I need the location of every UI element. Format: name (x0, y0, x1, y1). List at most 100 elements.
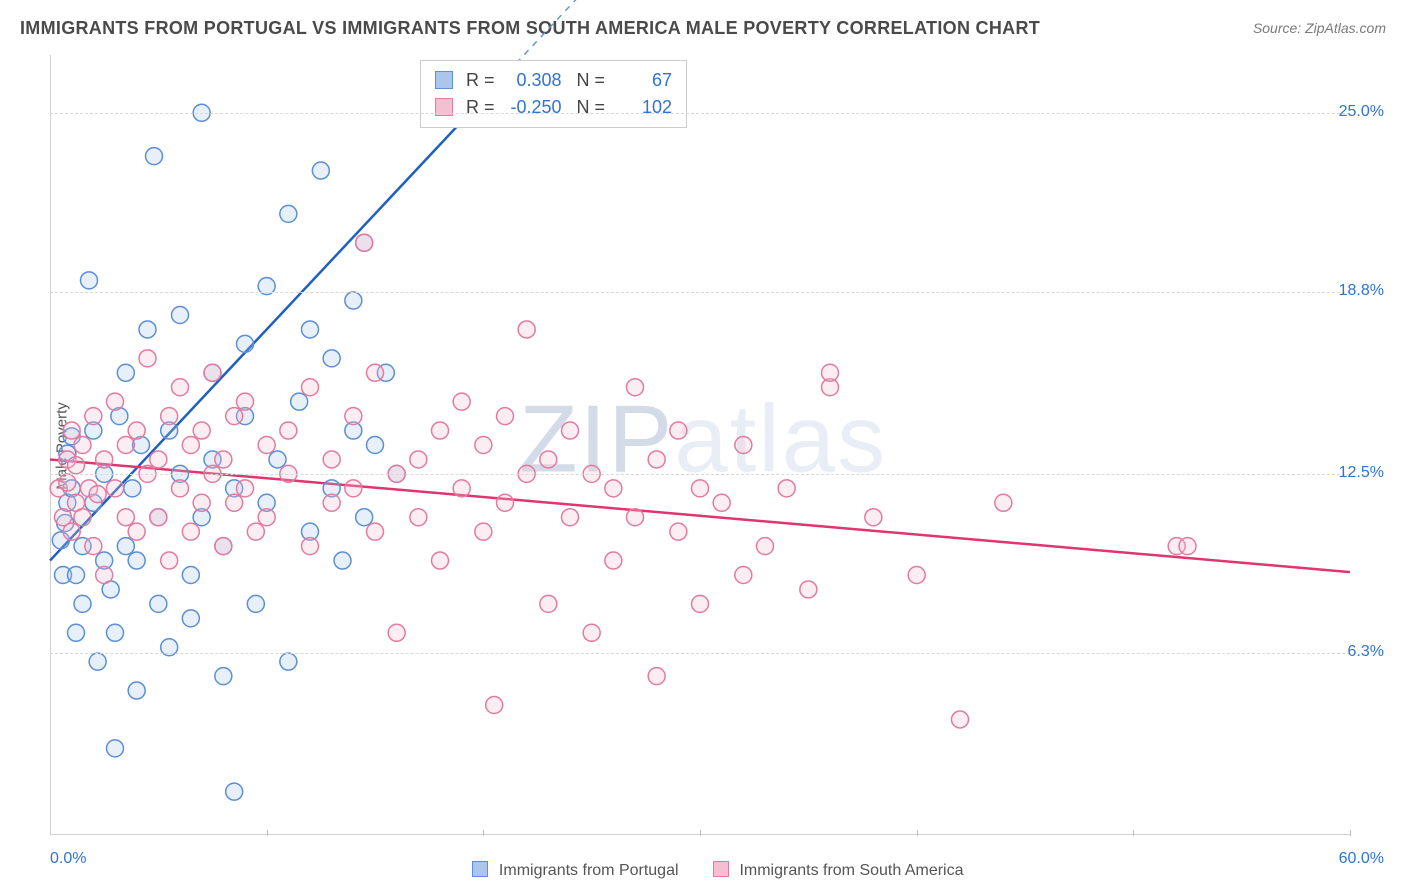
data-point (107, 480, 124, 497)
data-point (453, 393, 470, 410)
data-point (692, 480, 709, 497)
x-tick (1133, 830, 1134, 836)
data-point (237, 480, 254, 497)
data-point (204, 364, 221, 381)
data-point (182, 567, 199, 584)
chart-title: IMMIGRANTS FROM PORTUGAL VS IMMIGRANTS F… (20, 18, 1040, 39)
data-point (410, 509, 427, 526)
data-point (107, 393, 124, 410)
data-point (367, 523, 384, 540)
data-point (117, 364, 134, 381)
data-point (540, 595, 557, 612)
data-point (670, 523, 687, 540)
data-point (96, 567, 113, 584)
data-point (258, 437, 275, 454)
gridline (50, 474, 1350, 475)
data-point (215, 668, 232, 685)
data-point (605, 552, 622, 569)
data-point (128, 422, 145, 439)
data-point (182, 437, 199, 454)
data-point (237, 335, 254, 352)
data-point (193, 494, 210, 511)
data-point (778, 480, 795, 497)
legend-row-portugal: R = 0.308 N = 67 (435, 67, 672, 94)
data-point (995, 494, 1012, 511)
data-point (648, 668, 665, 685)
data-point (85, 408, 102, 425)
data-point (670, 422, 687, 439)
data-point (648, 451, 665, 468)
data-point (302, 538, 319, 555)
gridline (50, 292, 1350, 293)
data-point (302, 379, 319, 396)
data-point (150, 451, 167, 468)
data-point (139, 321, 156, 338)
data-point (89, 653, 106, 670)
data-point (150, 595, 167, 612)
data-point (215, 451, 232, 468)
data-point (367, 437, 384, 454)
data-point (146, 148, 163, 165)
data-point (74, 595, 91, 612)
data-point (117, 437, 134, 454)
series-legend: Immigrants from Portugal Immigrants from… (0, 861, 1406, 880)
data-point (172, 480, 189, 497)
data-point (193, 422, 210, 439)
data-point (172, 307, 189, 324)
data-point (627, 509, 644, 526)
correlation-legend: R = 0.308 N = 67 R = -0.250 N = 102 (420, 60, 687, 128)
data-point (150, 509, 167, 526)
data-point (453, 480, 470, 497)
data-point (161, 552, 178, 569)
y-tick-label: 12.5% (1339, 464, 1384, 482)
data-point (356, 234, 373, 251)
data-point (89, 486, 106, 503)
data-point (800, 581, 817, 598)
data-point (605, 480, 622, 497)
data-point (345, 408, 362, 425)
data-point (627, 379, 644, 396)
data-point (367, 364, 384, 381)
data-point (692, 595, 709, 612)
data-point (81, 272, 98, 289)
data-point (323, 350, 340, 367)
data-point (63, 422, 80, 439)
data-point (713, 494, 730, 511)
data-point (68, 457, 85, 474)
data-point (139, 350, 156, 367)
y-tick-label: 18.8% (1339, 282, 1384, 300)
data-point (68, 624, 85, 641)
data-point (85, 538, 102, 555)
data-point (215, 538, 232, 555)
data-point (432, 552, 449, 569)
x-tick (917, 830, 918, 836)
data-point (518, 321, 535, 338)
data-point (388, 624, 405, 641)
data-point (269, 451, 286, 468)
scatter-svg (50, 55, 1350, 835)
data-point (952, 711, 969, 728)
data-point (68, 567, 85, 584)
data-point (735, 567, 752, 584)
data-point (562, 422, 579, 439)
source-attribution: Source: ZipAtlas.com (1253, 20, 1386, 36)
data-point (486, 697, 503, 714)
data-point (247, 523, 264, 540)
data-point (497, 408, 514, 425)
data-point (475, 523, 492, 540)
data-point (908, 567, 925, 584)
legend-label-portugal: Immigrants from Portugal (499, 862, 679, 879)
gridline (50, 113, 1350, 114)
data-point (96, 451, 113, 468)
x-tick (267, 830, 268, 836)
data-point (757, 538, 774, 555)
data-point (237, 393, 254, 410)
data-point (107, 624, 124, 641)
data-point (128, 523, 145, 540)
x-tick (483, 830, 484, 836)
data-point (1179, 538, 1196, 555)
y-tick-label: 6.3% (1348, 643, 1384, 661)
data-point (334, 552, 351, 569)
data-point (410, 451, 427, 468)
y-tick-label: 25.0% (1339, 103, 1384, 121)
